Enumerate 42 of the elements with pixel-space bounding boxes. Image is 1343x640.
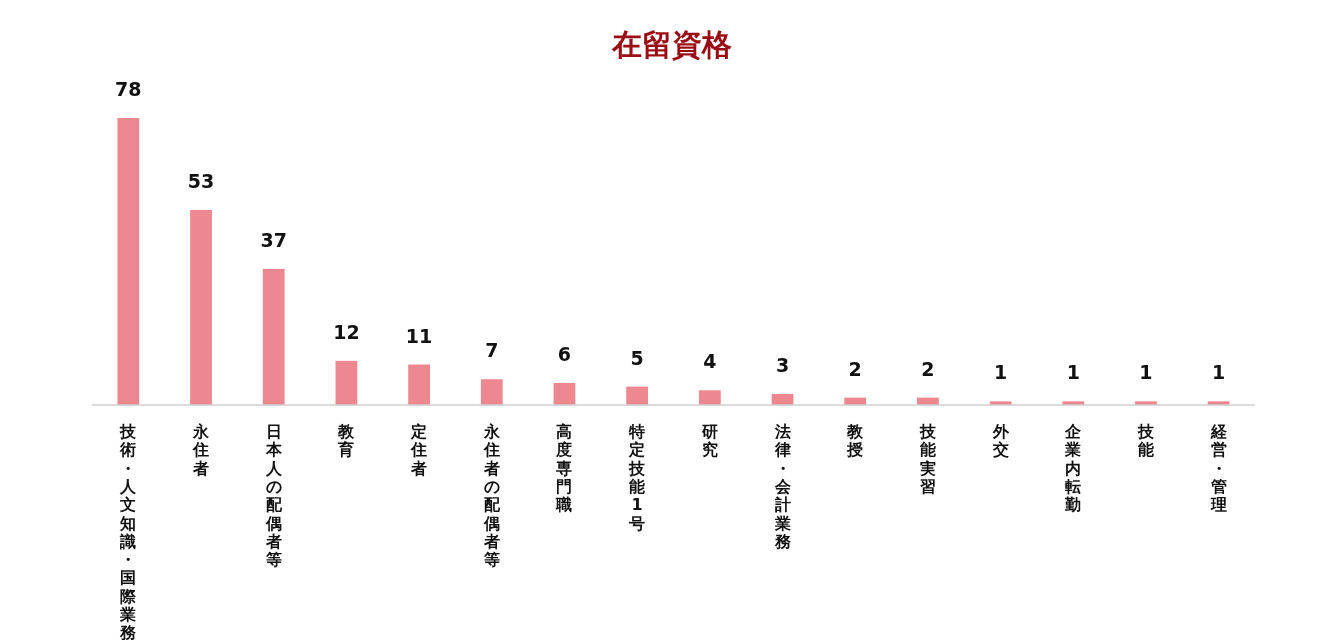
bar bbox=[480, 379, 503, 405]
xtick-label: 高度専門職 bbox=[556, 422, 573, 515]
data-label: 2 bbox=[921, 357, 935, 380]
bar bbox=[698, 390, 721, 405]
bar bbox=[335, 360, 358, 405]
data-label: 12 bbox=[333, 320, 360, 343]
bar bbox=[262, 268, 285, 405]
xtick-label: 教授 bbox=[847, 422, 864, 460]
data-label: 1 bbox=[993, 361, 1008, 384]
xtick-label: 技能実習 bbox=[919, 422, 936, 496]
data-label: 1 bbox=[1212, 361, 1226, 384]
data-label: 4 bbox=[703, 350, 717, 373]
bar bbox=[626, 386, 649, 405]
data-label: 5 bbox=[630, 346, 644, 369]
xtick-label: 教育 bbox=[338, 422, 355, 460]
xtick-label: 企業内転勤 bbox=[1065, 422, 1082, 515]
xtick-label: 法律・会計業務 bbox=[774, 422, 791, 551]
xtick-label: 日本人の配偶者等 bbox=[265, 422, 282, 570]
data-label: 7 bbox=[485, 339, 499, 362]
xtick-label: 技能 bbox=[1137, 422, 1154, 460]
data-label: 78 bbox=[115, 78, 142, 100]
chart-title: 在留資格 bbox=[610, 27, 732, 62]
data-label: 11 bbox=[405, 324, 433, 347]
xtick-label: 定住者 bbox=[411, 422, 428, 478]
data-label: 2 bbox=[848, 357, 862, 380]
xtick-label: 永住者 bbox=[193, 422, 210, 478]
xtick-label: 技術・人文知識・国際業務 bbox=[120, 422, 137, 640]
xtick-label: 外交 bbox=[992, 422, 1009, 460]
xtick-label: 特定技能1号 bbox=[629, 422, 646, 533]
data-label: 1 bbox=[1139, 361, 1153, 384]
xtick-label: 研究 bbox=[701, 422, 718, 460]
data-label: 6 bbox=[557, 342, 572, 365]
data-label: 3 bbox=[775, 353, 790, 376]
xtick-label: 永住者の配偶者等 bbox=[483, 422, 500, 570]
xtick-label: 経営・管理 bbox=[1210, 422, 1227, 515]
bar bbox=[190, 209, 212, 405]
data-label: 53 bbox=[187, 169, 215, 192]
bar bbox=[553, 382, 576, 405]
data-label: 1 bbox=[1066, 361, 1080, 384]
bar bbox=[117, 118, 140, 405]
bar bbox=[408, 364, 430, 405]
data-label: 37 bbox=[260, 228, 287, 251]
